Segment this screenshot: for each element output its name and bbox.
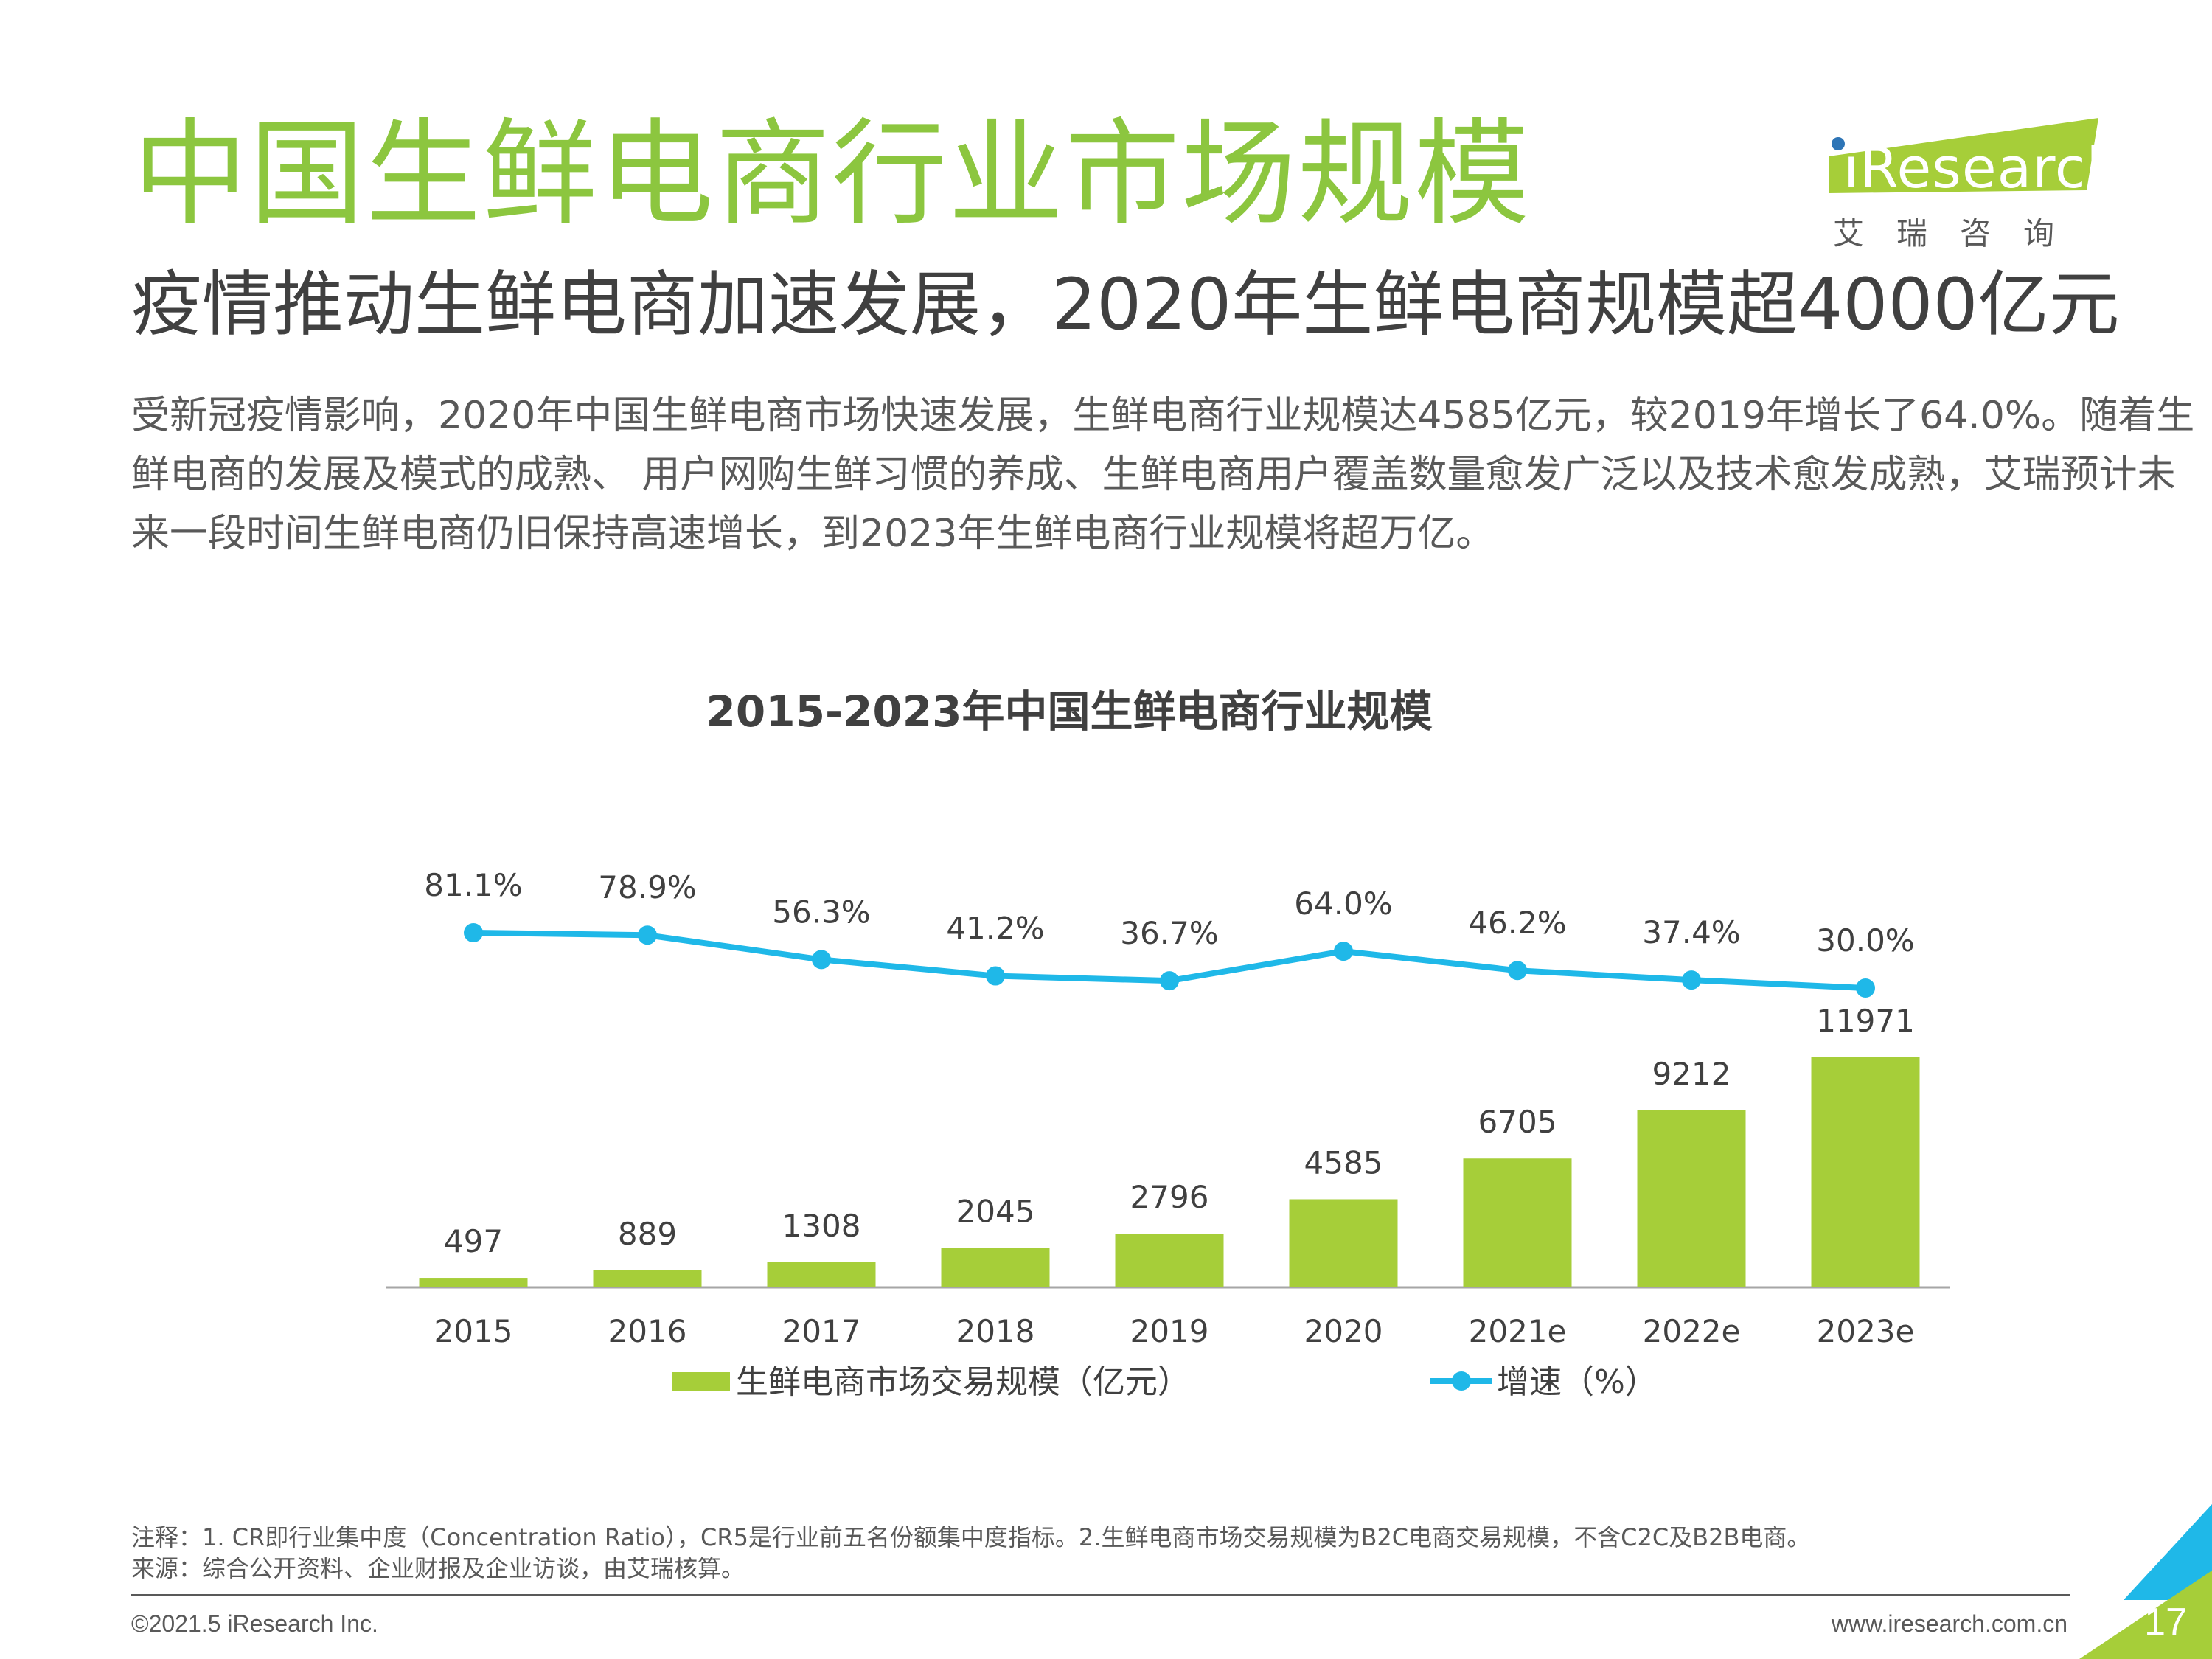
- logo-dot-icon: [1832, 137, 1845, 150]
- growth-point: [638, 925, 657, 945]
- copyright: ©2021.5 iResearch Inc.: [131, 1610, 378, 1637]
- growth-value-label: 30.0%: [1816, 922, 1914, 959]
- bar-value-label: 11971: [1816, 1003, 1915, 1039]
- legend-bar-label: 生鲜电商市场交易规模（亿元）: [736, 1363, 1190, 1401]
- website-link[interactable]: www.iresearch.com.cn: [1831, 1610, 2067, 1637]
- growth-value-label: 64.0%: [1294, 886, 1392, 922]
- x-tick-label: 2017: [782, 1313, 861, 1349]
- bar: [767, 1262, 876, 1287]
- growth-value-label: 81.1%: [424, 867, 522, 903]
- page-subtitle: 疫情推动生鲜电商加速发展，2020年生鲜电商规模超4000亿元: [131, 263, 2120, 346]
- bar: [1811, 1057, 1920, 1287]
- growth-value-label: 41.2%: [946, 911, 1044, 947]
- growth-point: [812, 950, 831, 970]
- bar: [1463, 1158, 1572, 1287]
- legend-line-marker: [1452, 1371, 1471, 1391]
- summary-line: 鲜电商的发展及模式的成熟、 用户网购生鲜习惯的养成、生鲜电商用户覆盖数量愈发广泛…: [131, 453, 2176, 497]
- growth-value-label: 56.3%: [772, 894, 870, 930]
- footnote: 注释：1. CR即行业集中度（Concentration Ratio），CR5是…: [131, 1522, 2122, 1584]
- summary-line: 受新冠疫情影响，2020年中国生鲜电商市场快速发展，生鲜电商行业规模达4585亿…: [131, 394, 2195, 438]
- growth-point: [1160, 971, 1179, 991]
- bar-value-label: 4585: [1304, 1145, 1383, 1181]
- bar: [941, 1248, 1050, 1287]
- x-tick-label: 2020: [1304, 1313, 1383, 1349]
- bar-value-label: 889: [618, 1216, 677, 1252]
- bar-value-label: 1308: [782, 1208, 861, 1244]
- logo-chinese-name: 艾瑞咨询: [1833, 215, 2087, 251]
- x-tick-label: 2021e: [1469, 1313, 1567, 1349]
- x-tick-label: 2023e: [1817, 1313, 1915, 1349]
- footnote-note: 注释：1. CR即行业集中度（Concentration Ratio），CR5是…: [131, 1523, 1811, 1551]
- growth-point: [986, 966, 1005, 986]
- page-number: 17: [2144, 1601, 2187, 1644]
- legend-line-label: 增速（%）: [1497, 1363, 1658, 1401]
- page-title: 中国生鲜电商行业市场规模: [133, 107, 1531, 241]
- bar-value-label: 497: [444, 1223, 503, 1259]
- bar: [1637, 1110, 1746, 1287]
- legend-bar-swatch: [672, 1372, 730, 1391]
- x-tick-label: 2019: [1130, 1313, 1209, 1349]
- growth-value-label: 46.2%: [1468, 905, 1566, 941]
- bar: [1289, 1199, 1398, 1287]
- x-tick-label: 2016: [608, 1313, 687, 1349]
- growth-point: [1682, 970, 1701, 990]
- growth-value-label: 78.9%: [598, 869, 696, 905]
- growth-point: [1334, 942, 1353, 961]
- chart-canvas: 497 2015 889 2016 1308 2017 2045 2018 2796 2019 45…: [386, 867, 1950, 1401]
- bar: [1115, 1234, 1224, 1287]
- growth-point: [1508, 961, 1527, 981]
- iresearch-logo: [1829, 118, 2098, 193]
- summary-text: 受新冠疫情影响，2020年中国生鲜电商市场快速发展，生鲜电商行业规模达4585亿…: [131, 386, 2195, 563]
- x-tick-label: 2015: [434, 1313, 513, 1349]
- growth-point: [464, 923, 483, 942]
- summary-line: 来一段时间生鲜电商仍旧保持高速增长，到2023年生鲜电商行业规模将超万亿。: [131, 512, 1495, 556]
- chart-title: 2015-2023年中国生鲜电商行业规模: [706, 686, 1433, 737]
- bar: [593, 1270, 702, 1287]
- growth-point: [1856, 978, 1875, 998]
- bar-value-label: 2796: [1130, 1179, 1209, 1215]
- corner-decoration: [2079, 1504, 2212, 1659]
- footnote-source: 来源：综合公开资料、企业财报及企业访谈，由艾瑞核算。: [131, 1554, 745, 1582]
- bar-value-label: 2045: [956, 1194, 1035, 1230]
- x-tick-label: 2018: [956, 1313, 1035, 1349]
- bar-value-label: 6705: [1478, 1104, 1557, 1140]
- bar: [419, 1278, 528, 1287]
- x-tick-label: 2022e: [1643, 1313, 1741, 1349]
- growth-value-label: 37.4%: [1642, 914, 1740, 950]
- logo-wordmark: ıResearch: [1843, 135, 2123, 201]
- bar-value-label: 9212: [1652, 1056, 1731, 1092]
- growth-value-label: 36.7%: [1120, 915, 1218, 951]
- footer-divider: [131, 1594, 2070, 1596]
